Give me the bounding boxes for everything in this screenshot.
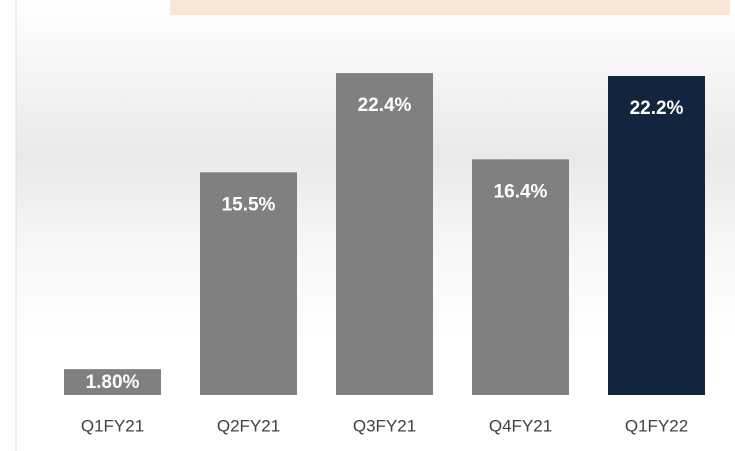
x-tick-label: Q2FY21 (217, 416, 280, 435)
value-label: 22.4% (358, 95, 412, 116)
bar (472, 159, 569, 395)
bar (336, 73, 433, 395)
bar (608, 75, 705, 396)
top-strip (170, 0, 730, 15)
x-tick-label: Q3FY21 (353, 416, 416, 435)
bar (64, 369, 161, 395)
value-label: 1.80% (86, 372, 140, 393)
value-label: 16.4% (494, 181, 548, 202)
bar (200, 172, 297, 395)
x-tick-label: Q4FY21 (489, 416, 552, 435)
x-tick-label: Q1FY21 (81, 416, 144, 435)
x-tick-label: Q1FY22 (625, 416, 688, 435)
value-label: 15.5% (222, 194, 276, 215)
value-label: 22.2% (630, 98, 684, 119)
